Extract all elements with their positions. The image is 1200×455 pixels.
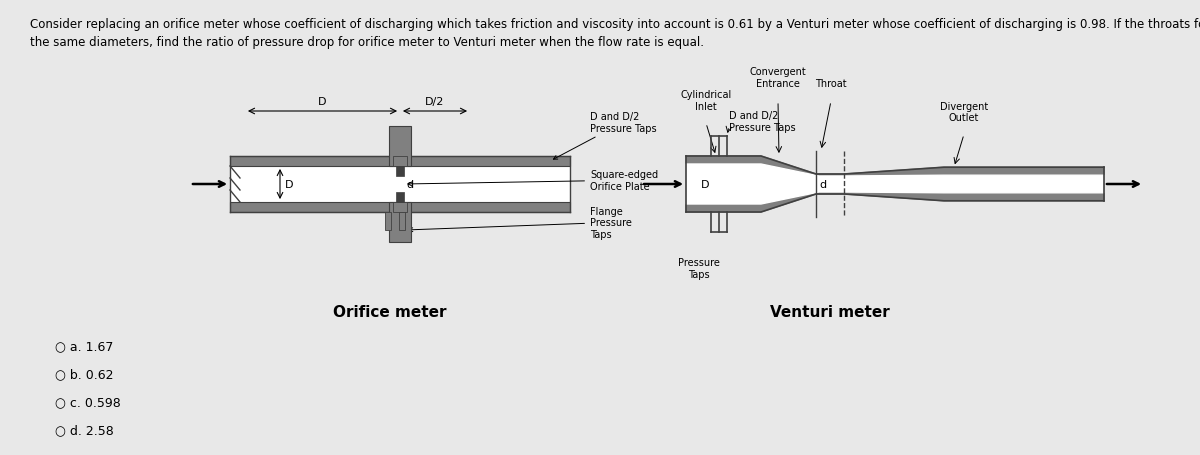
Text: Flange
Pressure
Taps: Flange Pressure Taps [409,207,632,239]
Bar [389,202,410,243]
Bar [230,157,570,167]
Bar [389,127,410,167]
Text: ○ b. 0.62: ○ b. 0.62 [55,367,114,380]
Text: D: D [318,97,326,107]
Text: Pressure
Taps: Pressure Taps [678,258,720,279]
Bar [394,202,407,212]
Bar [398,212,406,231]
Text: ○ a. 1.67: ○ a. 1.67 [55,339,113,352]
Bar [230,202,570,212]
Text: Venturi meter: Venturi meter [770,304,890,319]
Polygon shape [686,165,1104,205]
Text: D and D/2
Pressure Taps: D and D/2 Pressure Taps [730,111,796,132]
Text: Orifice meter: Orifice meter [334,304,446,319]
Text: the same diameters, find the ratio of pressure drop for orifice meter to Venturi: the same diameters, find the ratio of pr… [30,36,704,49]
Text: D: D [701,180,709,190]
Text: D and D/2
Pressure Taps: D and D/2 Pressure Taps [553,112,656,160]
Text: D/2: D/2 [425,97,445,107]
Text: Divergent
Outlet: Divergent Outlet [940,101,988,123]
Polygon shape [686,157,1104,212]
Text: d: d [818,180,826,190]
Bar [230,167,570,202]
Bar [394,157,407,167]
Text: D: D [286,180,294,190]
Text: Convergent
Entrance: Convergent Entrance [750,67,806,89]
Text: Square-edged
Orifice Plate: Square-edged Orifice Plate [408,170,658,192]
Text: ○ d. 2.58: ○ d. 2.58 [55,423,114,436]
Text: Consider replacing an orifice meter whose coefficient of discharging which takes: Consider replacing an orifice meter whos… [30,18,1200,31]
Bar [396,167,404,177]
Text: Throat: Throat [815,79,847,89]
Text: d: d [406,180,413,190]
Bar [385,212,391,231]
Bar [396,192,404,202]
Text: Cylindrical
Inlet: Cylindrical Inlet [680,90,732,112]
Text: ○ c. 0.598: ○ c. 0.598 [55,395,121,408]
